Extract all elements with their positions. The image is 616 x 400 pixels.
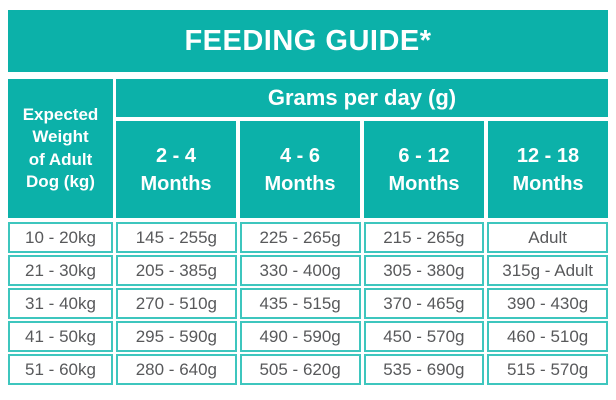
column-header-6-12-months: 6 - 12 Months [364, 121, 484, 218]
month-word: Months [388, 172, 460, 195]
grams-value-cell: 280 - 640g [116, 354, 237, 385]
feeding-data-grid: 10 - 20kg 145 - 255g 225 - 265g 215 - 26… [8, 222, 608, 385]
grams-value-cell: 305 - 380g [363, 255, 485, 286]
month-word: Months [140, 172, 212, 195]
grams-value-cell: 215 - 265g [363, 222, 485, 253]
grams-value-cell: 505 - 620g [239, 354, 361, 385]
grams-value-cell: 270 - 510g [116, 288, 237, 319]
row-weight-cell: 51 - 60kg [8, 354, 113, 385]
weight-column-header: Expected Weight of Adult Dog (kg) [8, 79, 113, 218]
grams-value-cell: 435 - 515g [239, 288, 361, 319]
table-header-section: Expected Weight of Adult Dog (kg) Grams … [8, 79, 608, 218]
column-header-12-18-months: 12 - 18 Months [488, 121, 608, 218]
grams-value-cell: 205 - 385g [116, 255, 237, 286]
grams-value-cell: 225 - 265g [239, 222, 361, 253]
feeding-guide-title: FEEDING GUIDE* [8, 10, 608, 72]
month-range: 2 - 4 [155, 144, 197, 167]
grams-value-cell: 535 - 690g [363, 354, 485, 385]
month-word: Months [512, 172, 584, 195]
row-weight-cell: 21 - 30kg [8, 255, 113, 286]
weight-header-line: Dog (kg) [26, 171, 95, 191]
grams-value-cell: 145 - 255g [116, 222, 237, 253]
grams-value-cell: 515 - 570g [487, 354, 608, 385]
column-header-2-4-months: 2 - 4 Months [116, 121, 236, 218]
month-range: 12 - 18 [516, 144, 580, 167]
row-weight-cell: 41 - 50kg [8, 321, 113, 352]
column-header-4-6-months: 4 - 6 Months [240, 121, 360, 218]
grams-value-cell: 450 - 570g [363, 321, 485, 352]
grams-value-cell: Adult [487, 222, 608, 253]
month-range: 4 - 6 [279, 144, 321, 167]
grams-value-cell: 330 - 400g [239, 255, 361, 286]
month-range: 6 - 12 [398, 144, 450, 167]
row-weight-cell: 31 - 40kg [8, 288, 113, 319]
grams-value-cell: 370 - 465g [363, 288, 485, 319]
grams-per-day-header: Grams per day (g) [116, 79, 608, 117]
grams-value-cell: 460 - 510g [487, 321, 608, 352]
month-columns-row: 2 - 4 Months 4 - 6 Months 6 - 12 Months … [116, 121, 608, 218]
grams-value-cell: 295 - 590g [116, 321, 237, 352]
grams-value-cell: 390 - 430g [487, 288, 608, 319]
weight-header-line: Expected [22, 105, 99, 125]
weight-header-line: Weight [32, 127, 89, 147]
weight-header-line: of Adult [28, 149, 93, 169]
months-header-section: Grams per day (g) 2 - 4 Months 4 - 6 Mon… [116, 79, 608, 218]
grams-value-cell: 490 - 590g [239, 321, 361, 352]
grams-value-cell: 315g - Adult [487, 255, 608, 286]
month-word: Months [264, 172, 336, 195]
row-weight-cell: 10 - 20kg [8, 222, 113, 253]
